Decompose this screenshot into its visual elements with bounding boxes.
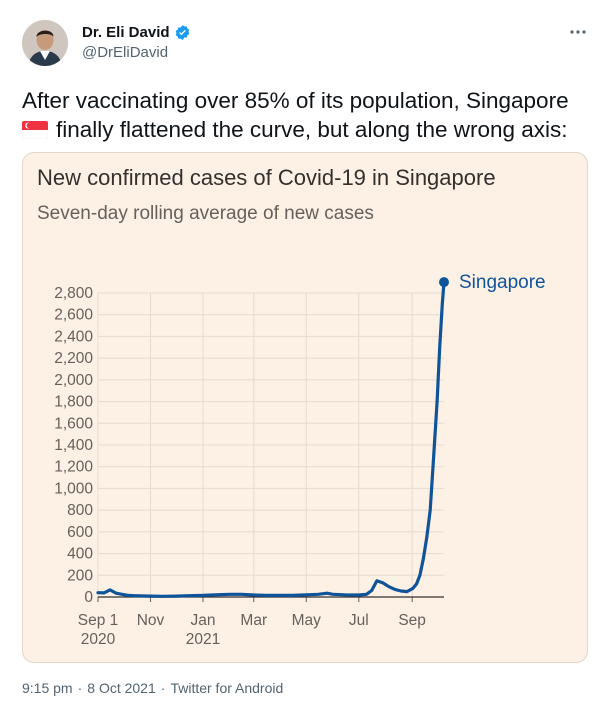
chart-title: New confirmed cases of Covid-19 in Singa… (37, 165, 496, 190)
y-tick-label: 2,400 (54, 328, 93, 345)
tweet-footer: 9:15 pm · 8 Oct 2021 · Twitter for Andro… (22, 680, 283, 696)
x-tick-sublabel: 2021 (186, 631, 220, 648)
separator-dot: · (160, 680, 166, 696)
y-tick-label: 2,800 (54, 285, 93, 302)
singapore-flag-icon (21, 117, 49, 140)
y-tick-label: 400 (67, 546, 93, 563)
tweet-source[interactable]: Twitter for Android (170, 680, 284, 696)
y-tick-label: 600 (67, 524, 93, 541)
y-tick-label: 1,600 (54, 415, 93, 432)
chart-card[interactable]: New confirmed cases of Covid-19 in Singa… (22, 152, 588, 663)
tweet-date[interactable]: 8 Oct 2021 (87, 680, 156, 696)
tweet-text-part1: After vaccinating over 85% of its popula… (22, 88, 569, 113)
chart-plot: 0 200 400 600 800 1,000 1,200 1,400 1,600 1,800 2,… (54, 272, 546, 648)
y-tick-label: 200 (67, 567, 93, 584)
verified-badge-icon (174, 24, 191, 41)
x-tick-label: Sep 1 (78, 612, 119, 629)
series-line-singapore (96, 280, 446, 598)
x-tick-label: Jan (191, 612, 216, 629)
x-tick-label: Jul (349, 612, 369, 629)
y-tick-label: 800 (67, 502, 93, 519)
x-tick-sublabel: 2020 (81, 631, 116, 648)
x-tick-label: May (292, 612, 322, 629)
chart-subtitle: Seven-day rolling average of new cases (37, 203, 374, 224)
y-tick-label: 1,800 (54, 394, 93, 411)
y-tick-label: 2,000 (54, 372, 93, 389)
series-end-point (439, 277, 449, 288)
tweet-text-part2: finally flattened the curve, but along t… (56, 117, 568, 142)
y-tick-label: 2,600 (54, 307, 93, 324)
tweet-text: After vaccinating over 85% of its popula… (21, 86, 602, 144)
y-tick-label: 1,400 (54, 437, 93, 454)
y-tick-label: 0 (84, 589, 93, 606)
series-label: Singapore (459, 272, 546, 293)
tweet-time[interactable]: 9:15 pm (22, 680, 73, 696)
x-tick-label: Sep (398, 612, 426, 629)
separator-dot: · (77, 680, 83, 696)
avatar[interactable] (22, 20, 68, 66)
author-name-row: Dr. Eli David (82, 24, 191, 41)
more-options-icon[interactable] (568, 24, 588, 40)
y-tick-label: 2,200 (54, 350, 93, 367)
x-tick-label: Mar (240, 612, 267, 629)
avatar-photo-icon (22, 20, 68, 66)
handle[interactable]: @DrEliDavid (82, 44, 169, 61)
display-name[interactable]: Dr. Eli David (82, 24, 170, 41)
y-tick-label: 1,000 (54, 480, 93, 497)
x-tick-label: Nov (137, 612, 165, 629)
y-tick-label: 1,200 (54, 459, 93, 476)
